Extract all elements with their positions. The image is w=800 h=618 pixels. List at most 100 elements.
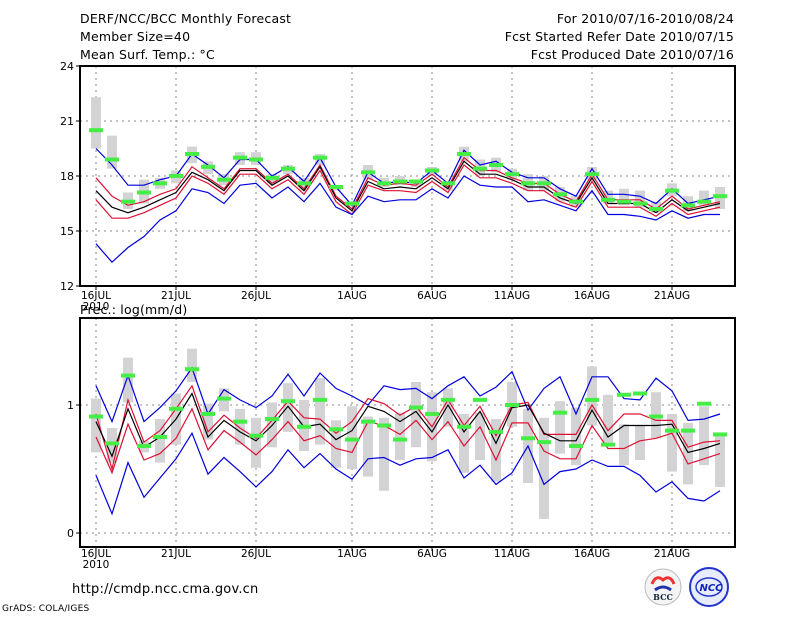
- observed-marker: [665, 188, 679, 193]
- forecast-period: For 2010/07/16-2010/08/24: [556, 11, 734, 26]
- spread-bar: [635, 425, 645, 461]
- observed-marker: [185, 152, 199, 156]
- spread-bar: [91, 97, 101, 149]
- spread-bar: [603, 394, 613, 445]
- spread-bar: [155, 419, 165, 463]
- spread-bar: [363, 416, 373, 477]
- observed-marker: [393, 437, 407, 442]
- observed-marker: [569, 199, 583, 204]
- top-panel-variable: Mean Surf. Temp.: °C: [80, 47, 215, 62]
- observed-marker: [489, 163, 503, 167]
- spread-bar: [315, 378, 325, 445]
- spread-bar: [203, 403, 213, 440]
- observed-marker: [713, 194, 727, 199]
- spread-bar: [603, 190, 613, 204]
- observed-marker: [473, 397, 487, 402]
- spread-bar: [587, 366, 597, 426]
- x-tick-label: 21JUL: [161, 548, 191, 560]
- spread-bar: [699, 406, 709, 466]
- y-tick-label: 1: [67, 399, 74, 412]
- source-url: http://cmdp.ncc.cma.gov.cn: [72, 582, 259, 597]
- observed-marker: [681, 203, 695, 208]
- observed-marker: [121, 373, 135, 378]
- spread-bar: [715, 433, 725, 487]
- observed-marker: [409, 179, 423, 184]
- observed-marker: [89, 128, 103, 133]
- spread-bar: [187, 348, 197, 382]
- observed-marker: [313, 397, 327, 402]
- observed-marker: [553, 410, 567, 415]
- x-tick-label: 11AUG: [494, 290, 530, 302]
- spread-bar: [379, 417, 389, 491]
- spread-bar: [619, 188, 629, 206]
- observed-marker: [553, 192, 567, 197]
- spread-bar: [107, 135, 117, 169]
- observed-marker: [297, 424, 311, 429]
- x-tick-label: 6AUG: [417, 290, 447, 302]
- observed-marker: [329, 427, 343, 432]
- observed-marker: [617, 199, 631, 204]
- observed-marker: [201, 164, 215, 169]
- observed-marker: [377, 423, 391, 428]
- observed-marker: [505, 403, 519, 407]
- observed-marker: [377, 181, 391, 186]
- y-tick-label: 18: [60, 170, 74, 183]
- y-tick-label: 24: [60, 60, 74, 73]
- observed-marker: [217, 396, 231, 401]
- observed-marker: [233, 419, 247, 424]
- x-year-label: 2010: [83, 559, 110, 571]
- spread-bar: [539, 417, 549, 519]
- series-line-upper-inner: [95, 156, 721, 210]
- observed-marker: [425, 168, 439, 173]
- observed-marker: [105, 157, 119, 162]
- observed-marker: [665, 428, 679, 433]
- series-line-ensemble-mean: [95, 392, 721, 458]
- spread-bar: [411, 381, 421, 448]
- observed-marker: [361, 419, 375, 424]
- observed-marker: [633, 201, 647, 206]
- observed-marker: [361, 170, 375, 175]
- panel-precipitation: 0 1 16JUL 21JUL 26JUL 1AUG 6AUG 11AUG 16AUG 21AUG…: [67, 317, 736, 571]
- panel-temperature: 12 15 18 21 24 16JUL 21JUL 26JUL 1AUG 6AUG 11AUG 16…: [60, 60, 736, 313]
- spread-bar: [91, 398, 101, 453]
- observed-marker: [441, 397, 455, 402]
- series-line-ensemble-mean: [95, 160, 721, 214]
- spread-bar: [443, 388, 453, 427]
- observed-marker: [153, 435, 167, 439]
- observed-marker: [345, 437, 359, 442]
- forecast-started-date: Fcst Started Refer Date 2010/07/15: [504, 29, 734, 44]
- observed-marker: [601, 197, 615, 202]
- y-tick-label: 0: [67, 527, 74, 540]
- spread-bar: [123, 357, 133, 403]
- spread-bar: [667, 413, 677, 472]
- x-tick-label: 16AUG: [574, 548, 610, 560]
- observed-marker: [537, 440, 551, 445]
- x-year-label: 2010: [83, 301, 110, 313]
- chart-title: DERF/NCC/BCC Monthly Forecast: [80, 11, 292, 26]
- x-tick-label: 11AUG: [494, 548, 530, 560]
- x-tick-label: 1AUG: [337, 290, 367, 302]
- spread-bar: [491, 419, 501, 482]
- observed-marker: [473, 166, 487, 171]
- spread-bar: [283, 383, 293, 432]
- spread-bar: [235, 408, 245, 445]
- observed-marker: [521, 436, 535, 441]
- observed-marker: [569, 443, 583, 448]
- observed-marker: [457, 152, 471, 156]
- observed-marker: [585, 397, 599, 402]
- observed-marker: [313, 155, 327, 160]
- observed-marker: [217, 177, 231, 182]
- x-tick-label: 16JUL: [81, 548, 111, 560]
- series-line-lower-inner: [95, 164, 721, 219]
- series-line-upper-inner: [95, 384, 721, 472]
- observed-marker: [281, 166, 295, 171]
- observed-marker: [393, 179, 407, 184]
- observed-marker: [281, 399, 295, 404]
- bottom-panel-variable: Prec.: log(mm/d): [80, 302, 188, 317]
- x-tick-label: 26JUL: [241, 548, 271, 560]
- observed-marker: [633, 391, 647, 396]
- observed-marker: [457, 424, 471, 429]
- observed-marker: [249, 157, 263, 162]
- observed-marker: [521, 181, 535, 186]
